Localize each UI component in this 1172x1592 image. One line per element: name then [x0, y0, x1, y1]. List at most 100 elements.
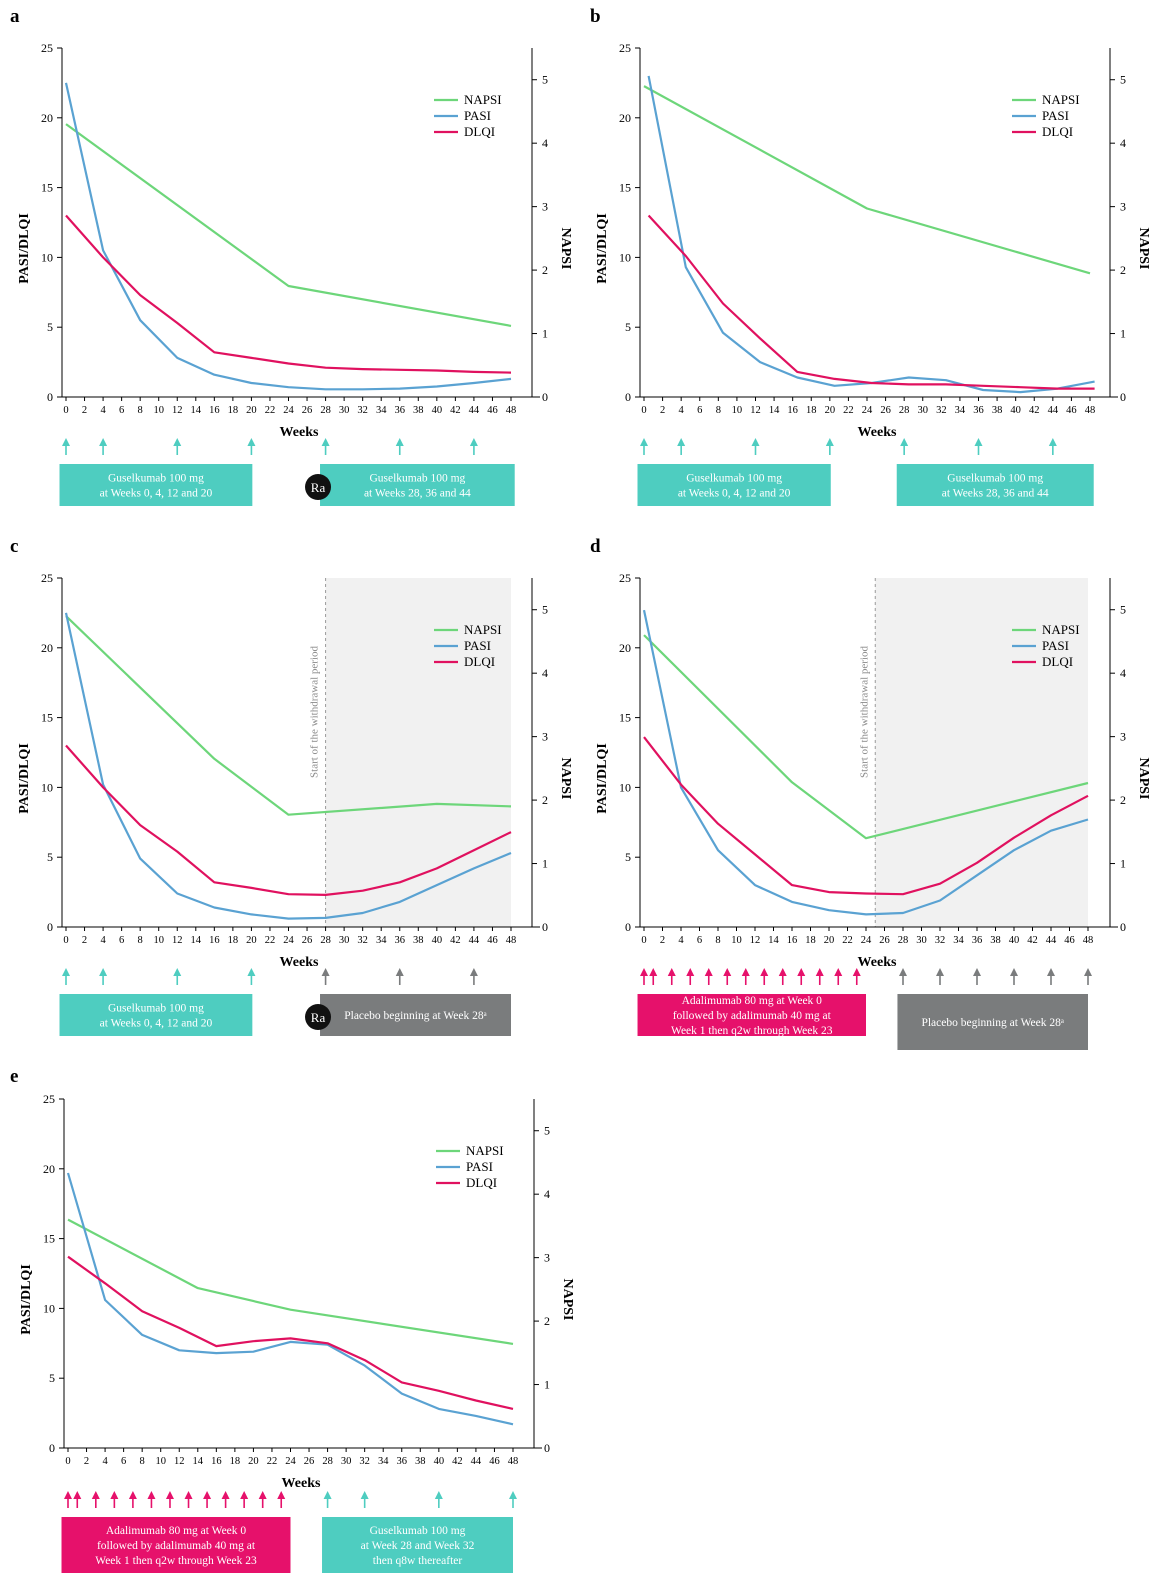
dose-arrow-head [434, 1491, 443, 1499]
dose-arrow [751, 438, 760, 455]
series-line-napsi [67, 1218, 514, 1345]
x-tick-label: 32 [936, 405, 947, 416]
x-tick-label: 46 [487, 935, 498, 946]
x-tick-label: 8 [138, 405, 143, 416]
x-tick-label: 46 [1066, 405, 1077, 416]
dose-arrow [852, 968, 861, 985]
y-right-tick-label: 4 [542, 666, 548, 680]
dose-arrow-head [825, 438, 834, 446]
treatment-box [59, 994, 253, 1036]
y-left-tick-label: 10 [619, 780, 631, 794]
x-tick-label: 24 [861, 935, 872, 946]
series-line-napsi [65, 123, 512, 327]
dose-arrow-head [247, 438, 256, 446]
y-left-tick-label: 10 [619, 250, 631, 264]
y-right-tick-label: 1 [542, 857, 548, 871]
y-left-tick-label: 10 [41, 780, 53, 794]
dose-arrow-head [110, 1491, 119, 1499]
treatment-box-text: followed by adalimumab 40 mg at [673, 1010, 832, 1022]
x-tick-label: 6 [121, 1456, 126, 1467]
x-tick-label: 38 [413, 935, 424, 946]
dose-arrow [203, 1491, 212, 1508]
x-tick-label: 48 [506, 935, 517, 946]
dose-arrow [99, 968, 108, 985]
series-line-napsi [643, 85, 1091, 275]
y-axis-right-label: NAPSI [560, 1278, 575, 1320]
series-line-pasi [64, 612, 512, 920]
dose-arrow-head [99, 438, 108, 446]
x-tick-label: 28 [899, 405, 910, 416]
y-right-tick-label: 5 [1120, 603, 1126, 617]
dose-arrow [900, 438, 909, 455]
y-left-tick-label: 20 [619, 111, 631, 125]
dose-arrow-head [469, 438, 478, 446]
dose-arrow-head [64, 1491, 72, 1499]
x-tick-label: 28 [320, 935, 331, 946]
y-right-tick-label: 4 [542, 136, 548, 150]
x-tick-label: 44 [1046, 935, 1057, 946]
legend-label-pasi: PASI [464, 638, 491, 653]
x-tick-label: 36 [395, 405, 406, 416]
x-tick-label: 48 [1083, 935, 1094, 946]
x-tick-label: 48 [1085, 405, 1096, 416]
y-right-tick-label: 3 [1120, 730, 1126, 744]
x-tick-label: 16 [209, 935, 220, 946]
x-tick-label: 12 [172, 935, 183, 946]
dose-arrow [760, 968, 769, 985]
treatment-box-text: at Weeks 28, 36 and 44 [942, 488, 1049, 500]
treatment-box-text: at Weeks 0, 4, 12 and 20 [678, 488, 791, 500]
y-right-tick-label: 0 [544, 1441, 550, 1455]
x-tick-label: 30 [918, 405, 929, 416]
x-tick-label: 8 [138, 935, 143, 946]
x-tick-label: 18 [228, 405, 239, 416]
treatment-box-text: Week 1 then q2w through Week 23 [671, 1025, 833, 1037]
y-left-tick-label: 25 [619, 41, 631, 55]
dose-arrow [184, 1491, 193, 1508]
dose-arrow-head [62, 438, 70, 446]
withdrawal-label: Start of the withdrawal period [858, 646, 870, 778]
x-tick-label: 38 [990, 935, 1001, 946]
y-right-tick-label: 1 [544, 1378, 550, 1392]
y-left-tick-label: 5 [625, 850, 631, 864]
dose-arrow [99, 438, 108, 455]
treatment-box [897, 994, 1088, 1050]
y-left-tick-label: 25 [619, 571, 631, 585]
treatment-box-text: Adalimumab 80 mg at Week 0 [682, 995, 823, 1007]
dose-arrow-head [147, 1491, 156, 1499]
treatment-box [61, 1517, 291, 1573]
y-left-tick-label: 20 [619, 641, 631, 655]
series-line-dlqi [65, 214, 512, 374]
x-tick-label: 30 [339, 935, 350, 946]
x-tick-label: 12 [172, 405, 183, 416]
x-tick-label: 32 [357, 405, 368, 416]
x-tick-label: 26 [302, 935, 313, 946]
dose-arrow-head [667, 968, 676, 976]
dose-arrow-head [1010, 968, 1018, 976]
dose-arrow [825, 438, 834, 455]
treatment-box-text: Guselkumab 100 mg [108, 473, 204, 485]
dose-arrow [469, 968, 478, 985]
legend-label-napsi: NAPSI [1042, 622, 1080, 637]
dose-arrow-head [203, 1491, 212, 1499]
dose-arrow-head [321, 968, 330, 976]
x-tick-label: 40 [432, 935, 443, 946]
dose-arrow-head [62, 968, 70, 976]
series-line-dlqi [65, 744, 512, 897]
y-left-tick-label: 25 [41, 41, 53, 55]
x-tick-label: 28 [320, 405, 331, 416]
dose-arrow [649, 968, 658, 985]
dose-arrow-head [173, 968, 182, 976]
x-tick-label: 34 [955, 405, 966, 416]
treatment-box [637, 464, 831, 506]
dose-arrow-head [240, 1491, 249, 1499]
dose-arrow-head [686, 968, 695, 976]
dose-arrow-head [128, 1491, 137, 1499]
treatment-box-text: Guselkumab 100 mg [947, 473, 1043, 485]
dose-arrow-head [936, 968, 944, 976]
x-tick-label: 22 [842, 935, 853, 946]
x-tick-label: 4 [100, 935, 106, 946]
x-tick-label: 20 [248, 1456, 259, 1467]
dose-arrow [147, 1491, 156, 1508]
